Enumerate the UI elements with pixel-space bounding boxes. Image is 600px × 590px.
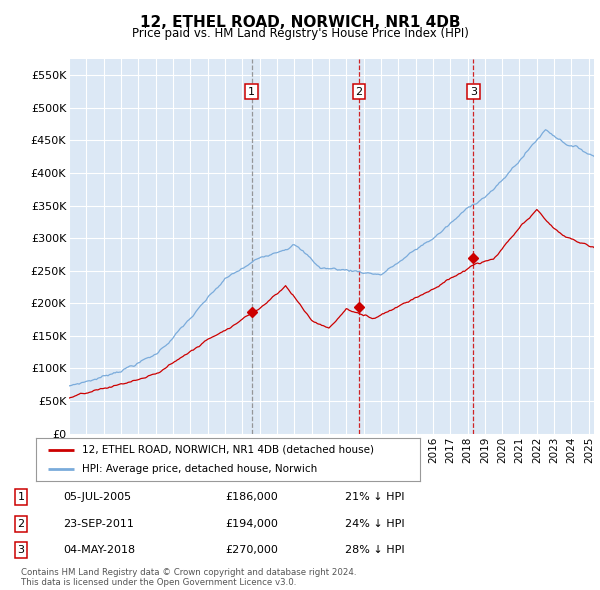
Text: 2: 2 bbox=[355, 87, 362, 97]
Text: 12, ETHEL ROAD, NORWICH, NR1 4DB (detached house): 12, ETHEL ROAD, NORWICH, NR1 4DB (detach… bbox=[82, 445, 374, 455]
Text: 1: 1 bbox=[17, 492, 25, 502]
Text: 1: 1 bbox=[248, 87, 255, 97]
Text: 24% ↓ HPI: 24% ↓ HPI bbox=[345, 519, 404, 529]
Text: 21% ↓ HPI: 21% ↓ HPI bbox=[345, 492, 404, 502]
Text: 05-JUL-2005: 05-JUL-2005 bbox=[63, 492, 131, 502]
Text: £270,000: £270,000 bbox=[225, 545, 278, 555]
Text: 3: 3 bbox=[17, 545, 25, 555]
Text: 28% ↓ HPI: 28% ↓ HPI bbox=[345, 545, 404, 555]
Text: 3: 3 bbox=[470, 87, 477, 97]
Text: £194,000: £194,000 bbox=[225, 519, 278, 529]
Text: Price paid vs. HM Land Registry's House Price Index (HPI): Price paid vs. HM Land Registry's House … bbox=[131, 27, 469, 40]
Text: Contains HM Land Registry data © Crown copyright and database right 2024.
This d: Contains HM Land Registry data © Crown c… bbox=[21, 568, 356, 587]
Text: 12, ETHEL ROAD, NORWICH, NR1 4DB: 12, ETHEL ROAD, NORWICH, NR1 4DB bbox=[140, 15, 460, 30]
Text: HPI: Average price, detached house, Norwich: HPI: Average price, detached house, Norw… bbox=[82, 464, 317, 474]
Text: 2: 2 bbox=[17, 519, 25, 529]
Text: 04-MAY-2018: 04-MAY-2018 bbox=[63, 545, 135, 555]
Text: £186,000: £186,000 bbox=[225, 492, 278, 502]
Text: 23-SEP-2011: 23-SEP-2011 bbox=[63, 519, 134, 529]
